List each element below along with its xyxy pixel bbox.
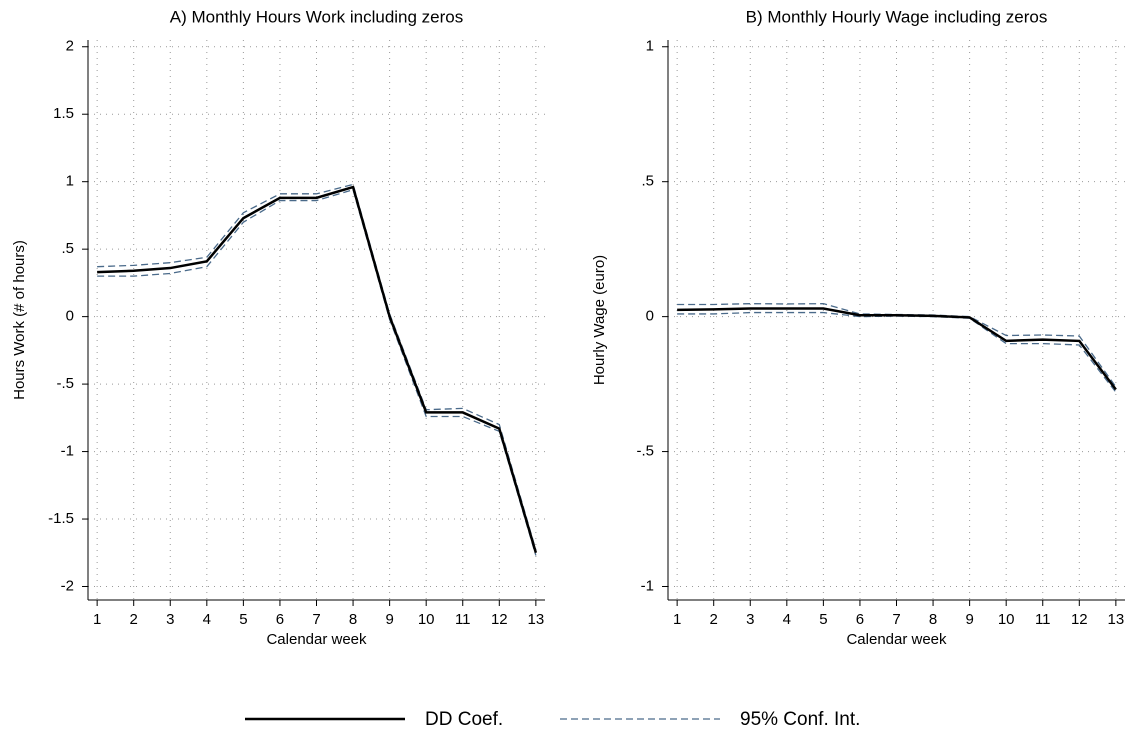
series-line	[97, 183, 537, 551]
y-tick-label: .5	[641, 173, 654, 190]
x-tick-label: 6	[276, 611, 284, 628]
x-tick-label: 11	[455, 611, 471, 628]
y-axis-title: Hourly Wage (euro)	[591, 255, 608, 385]
x-tick-label: 13	[528, 611, 545, 628]
y-tick-label: 1	[646, 38, 654, 55]
x-tick-label: 9	[385, 611, 393, 628]
x-tick-label: 9	[965, 611, 973, 628]
y-tick-label: 1	[66, 173, 74, 190]
x-tick-label: 8	[349, 611, 357, 628]
x-tick-label: 11	[1035, 611, 1051, 628]
series-line	[677, 307, 1117, 391]
x-tick-label: 2	[710, 611, 718, 628]
chart-title: A) Monthly Hours Work including zeros	[170, 7, 464, 26]
series-line	[97, 185, 538, 554]
x-tick-label: 3	[746, 611, 754, 628]
y-tick-label: 1.5	[53, 105, 74, 122]
x-tick-label: 10	[998, 611, 1015, 628]
x-tick-label: 4	[203, 611, 211, 628]
x-tick-label: 1	[93, 611, 101, 628]
x-axis-title: Calendar week	[266, 631, 367, 648]
y-tick-label: -1	[641, 577, 654, 594]
y-tick-label: -2	[61, 577, 74, 594]
y-tick-label: -1	[61, 443, 74, 460]
legend-label: 95% Conf. Int.	[740, 709, 860, 730]
y-tick-label: 0	[646, 308, 654, 325]
x-axis-title: Calendar week	[846, 631, 947, 648]
y-tick-label: .5	[61, 240, 74, 257]
y-tick-label: 2	[66, 38, 74, 55]
legend-label: DD Coef.	[425, 709, 503, 730]
x-tick-label: 3	[166, 611, 174, 628]
x-tick-label: 10	[418, 611, 435, 628]
y-tick-label: -1.5	[48, 510, 74, 527]
x-tick-label: 8	[929, 611, 937, 628]
series-line	[97, 188, 537, 556]
x-tick-label: 13	[1108, 611, 1125, 628]
y-tick-label: 0	[66, 308, 74, 325]
x-tick-label: 7	[312, 611, 320, 628]
x-tick-label: 1	[673, 611, 681, 628]
y-axis-title: Hours Work (# of hours)	[11, 240, 28, 400]
x-tick-label: 5	[239, 611, 247, 628]
x-tick-label: 12	[491, 611, 508, 628]
x-tick-label: 7	[892, 611, 900, 628]
x-tick-label: 12	[1071, 611, 1088, 628]
y-tick-label: -.5	[56, 375, 74, 392]
x-tick-label: 2	[130, 611, 138, 628]
chart-title: B) Monthly Hourly Wage including zeros	[746, 7, 1048, 26]
x-tick-label: 6	[856, 611, 864, 628]
y-tick-label: -.5	[636, 443, 654, 460]
x-tick-label: 5	[819, 611, 827, 628]
x-tick-label: 4	[783, 611, 791, 628]
